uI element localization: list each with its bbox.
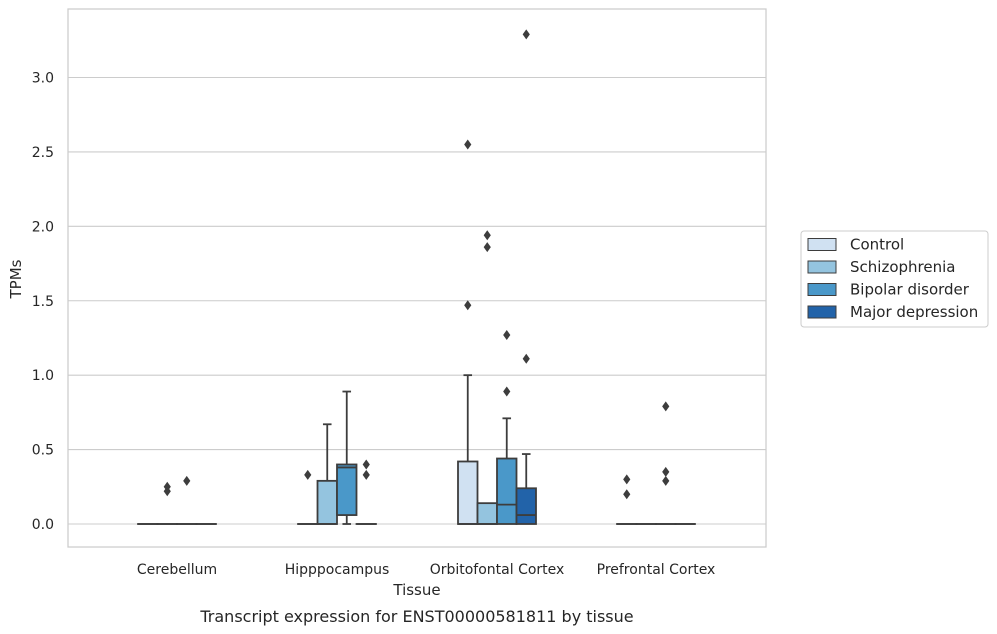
box-body: [476, 502, 498, 525]
outlier-point: [623, 489, 631, 500]
y-tick-label: 1.5: [32, 294, 54, 310]
outlier-point: [163, 481, 171, 492]
outlier-point: [662, 475, 670, 486]
plot-frame: [67, 8, 767, 548]
y-tick-label: 0.5: [32, 443, 54, 459]
legend-swatch: [807, 238, 837, 251]
x-tick-label: Cerebellum: [137, 562, 217, 578]
box-control: [297, 469, 319, 525]
outlier-point: [662, 401, 670, 412]
legend-item: Control: [807, 236, 904, 254]
outlier-point: [522, 353, 530, 364]
legend-label: Major depression: [850, 303, 978, 321]
box-bipolar-disorder: [655, 401, 677, 525]
box-bipolar-disorder: [176, 475, 198, 525]
outlier-point: [623, 474, 631, 485]
x-axis-label: Tissue: [392, 581, 440, 599]
box-control: [457, 139, 479, 525]
outlier-point: [483, 242, 491, 253]
legend-item: Major depression: [807, 303, 978, 321]
legend-swatch: [807, 260, 837, 274]
legend: Control Schizophrenia Bipolar disorder Majo…: [800, 230, 989, 328]
y-tick-label: 2.0: [32, 219, 54, 235]
y-tick-label: 2.5: [32, 145, 54, 161]
outlier-point: [362, 459, 370, 470]
outlier-point: [522, 29, 530, 40]
box-schizophrenia: [156, 481, 178, 525]
outlier-point: [183, 475, 191, 486]
outlier-point: [464, 300, 472, 311]
box-bipolar-disorder: [336, 390, 358, 525]
x-tick-label: Prefrontal Cortex: [597, 562, 716, 578]
legend-swatch: [807, 305, 837, 319]
boxes: [137, 29, 696, 525]
legend-swatch: [807, 283, 837, 296]
grid-lines: [68, 76, 766, 525]
box-schizophrenia: [316, 423, 338, 525]
box-bipolar-disorder: [496, 329, 518, 525]
y-tick-label: 1.0: [32, 368, 54, 384]
legend-frame: [800, 230, 989, 328]
y-tick-label: 3.0: [32, 71, 54, 87]
x-tick-labels: Cerebellum Hipppocampus Orbitofontal Corte…: [137, 562, 715, 578]
box-body: [316, 479, 338, 525]
x-tick-label: Hipppocampus: [285, 562, 390, 578]
box-body: [515, 487, 537, 525]
box-body: [336, 463, 358, 516]
box-body: [496, 457, 518, 525]
box-body: [457, 460, 479, 525]
outlier-point: [483, 230, 491, 241]
box-major-depression: [515, 29, 537, 525]
legend-label: Control: [850, 236, 904, 254]
legend-item: Bipolar disorder: [807, 281, 970, 299]
chart-caption: Transcript expression for ENST0000058181…: [199, 607, 633, 626]
y-axis-label: TPMs: [7, 259, 25, 299]
outlier-point: [362, 469, 370, 480]
legend-item: Schizophrenia: [807, 258, 955, 276]
outlier-point: [503, 329, 511, 340]
legend-label: Bipolar disorder: [850, 281, 970, 299]
legend-label: Schizophrenia: [850, 258, 955, 276]
outlier-point: [662, 466, 670, 477]
outlier-point: [464, 139, 472, 150]
outlier-point: [503, 386, 511, 397]
y-tick-label: 0.0: [32, 517, 54, 533]
box-schizophrenia: [476, 230, 498, 525]
box-control: [616, 474, 638, 525]
x-tick-label: Orbitofontal Cortex: [430, 562, 565, 578]
y-tick-labels: 0.0 0.5 1.0 1.5 2.0 2.5 3.0: [32, 71, 54, 534]
outlier-point: [304, 469, 312, 480]
box-major-depression: [355, 459, 377, 525]
